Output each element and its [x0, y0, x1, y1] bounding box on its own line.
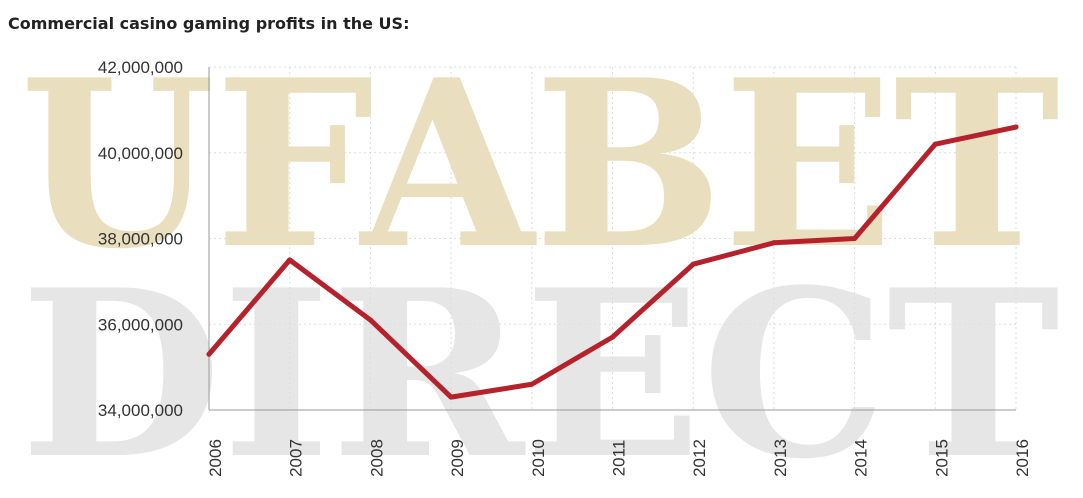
y-tick-label: 42,000,000 — [98, 58, 183, 77]
watermark-line1: UFABET — [20, 30, 1060, 300]
x-tick-label: 2010 — [529, 439, 548, 477]
watermark: UFABET DIRECT — [20, 30, 1060, 498]
series — [206, 124, 1019, 400]
data-point — [610, 334, 615, 340]
data-point — [852, 236, 858, 241]
x-tick-label: 2006 — [206, 439, 225, 477]
x-tick-label: 2013 — [771, 439, 790, 477]
y-tick-labels: 34,000,000 36,000,000 38,000,000 40,000,000… — [98, 58, 183, 420]
x-tick-label: 2009 — [448, 439, 467, 477]
data-point — [206, 351, 212, 357]
data-point — [932, 141, 938, 147]
x-tick-label: 2008 — [367, 439, 386, 477]
x-tick-label: 2015 — [932, 439, 951, 477]
y-tick-label: 40,000,000 — [98, 144, 183, 163]
x-tick-label: 2007 — [287, 439, 306, 477]
x-tick-label: 2011 — [610, 440, 629, 477]
y-tick-label: 38,000,000 — [98, 230, 183, 249]
x-tick-label: 2012 — [690, 439, 709, 477]
x-tick-label: 2016 — [1013, 439, 1032, 477]
x-tick-labels: 2006 2007 2008 2009 2010 2011 2012 2013 2014 2015… — [206, 439, 1032, 477]
x-tick-label: 2014 — [852, 439, 871, 477]
page-title: Commercial casino gaming profits in the … — [8, 14, 410, 33]
y-tick-label: 36,000,000 — [98, 315, 183, 334]
y-tick-label: 34,000,000 — [98, 401, 183, 420]
data-point — [1013, 124, 1019, 130]
data-point — [529, 381, 535, 387]
data-point — [771, 240, 777, 246]
data-point — [287, 257, 293, 263]
watermark-line2: DIRECT — [20, 240, 1060, 498]
data-point — [448, 394, 454, 400]
data-point — [690, 261, 696, 267]
data-point — [367, 317, 373, 323]
